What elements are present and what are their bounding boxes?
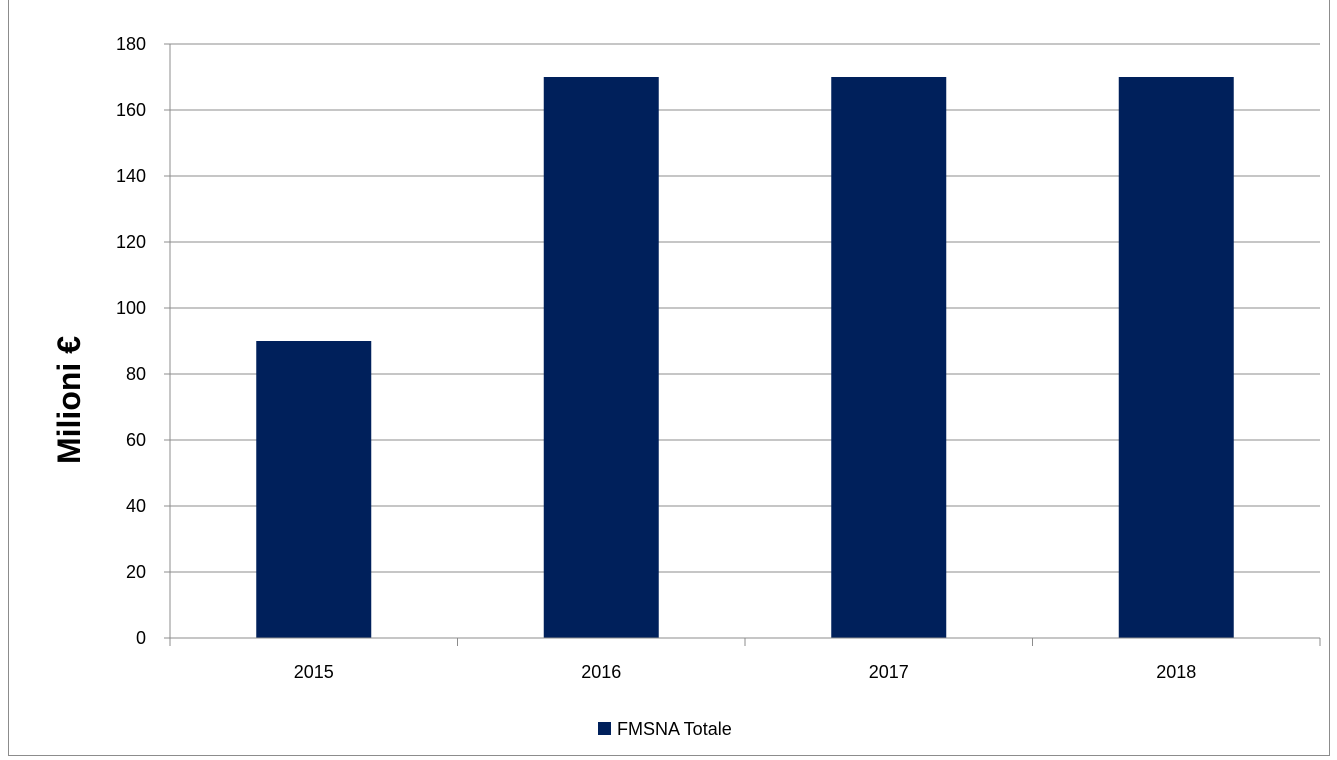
- y-tick-label: 60: [126, 430, 146, 450]
- y-tick-label: 80: [126, 364, 146, 384]
- x-tick-label: 2016: [581, 662, 621, 682]
- bar-2018: [1118, 77, 1234, 638]
- y-axis-label: Milioni €: [51, 336, 87, 464]
- y-tick-label: 40: [126, 496, 146, 516]
- bar-2015: [256, 341, 372, 638]
- x-tick-labels: 2015 2016 2017 2018: [294, 662, 1197, 682]
- y-tick-label: 180: [116, 34, 146, 54]
- x-tick-label: 2017: [869, 662, 909, 682]
- bars: [256, 77, 1234, 638]
- axes: [164, 43, 1321, 646]
- x-tick-label: 2015: [294, 662, 334, 682]
- legend-label: FMSNA Totale: [617, 719, 732, 739]
- legend-swatch: [598, 722, 611, 735]
- y-tick-label: 20: [126, 562, 146, 582]
- y-tick-labels: 0 20 40 60 80 100 120 140 160 180: [116, 34, 146, 648]
- y-tick-label: 100: [116, 298, 146, 318]
- chart-frame: [8, 0, 1330, 756]
- legend: FMSNA Totale: [598, 719, 732, 739]
- y-tick-label: 160: [116, 100, 146, 120]
- x-tick-label: 2018: [1156, 662, 1196, 682]
- y-tick-label: 120: [116, 232, 146, 252]
- y-tick-label: 0: [136, 628, 146, 648]
- bar-2016: [543, 77, 659, 638]
- bar-2017: [831, 77, 947, 638]
- y-tick-label: 140: [116, 166, 146, 186]
